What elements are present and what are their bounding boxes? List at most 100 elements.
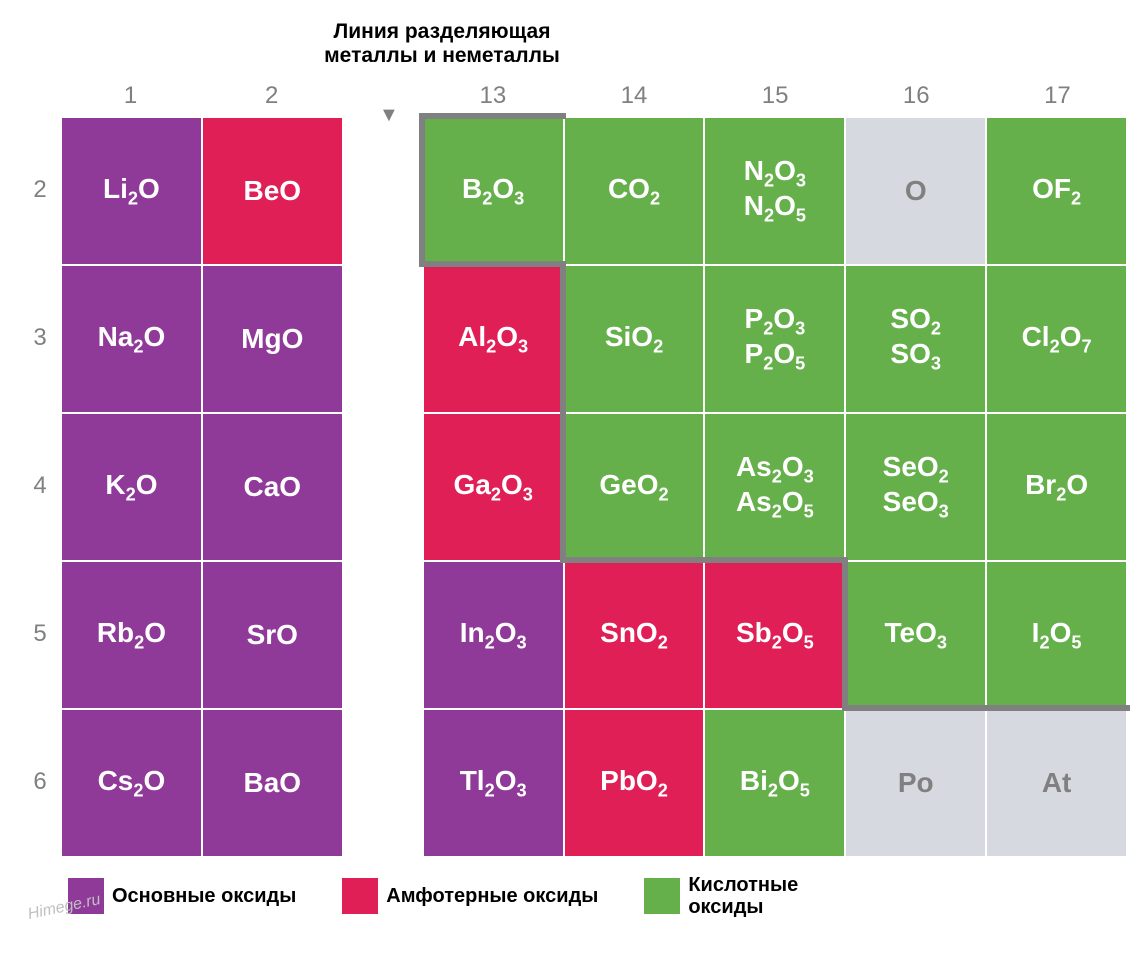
- col-17: 17: [987, 82, 1128, 110]
- stair-segment: [419, 261, 566, 267]
- oxide-cell: In2O3: [422, 560, 563, 708]
- formula: In2O3: [460, 618, 527, 653]
- oxide-cell: Bi2O5: [703, 708, 844, 856]
- row-label: 2: [20, 116, 60, 264]
- formula: I2O5: [1032, 618, 1082, 653]
- stair-segment: [842, 557, 848, 711]
- oxide-cell: N2O3N2O5: [703, 116, 844, 264]
- oxide-cell: Cs2O: [60, 708, 201, 856]
- oxide-cell: Li2O: [60, 116, 201, 264]
- formula: N2O5: [744, 191, 806, 226]
- oxide-cell: SnO2: [563, 560, 704, 708]
- formula: Bi2O5: [740, 766, 810, 801]
- table-row: 3Na2OMgOAl2O3SiO2P2O3P2O5SO2SO3Cl2O7: [20, 264, 1128, 412]
- row-label: 4: [20, 412, 60, 560]
- formula: SrO: [247, 620, 298, 651]
- oxide-cell: Na2O: [60, 264, 201, 412]
- formula: Cs2O: [98, 766, 166, 801]
- formula: As2O5: [736, 487, 814, 522]
- formula: BaO: [244, 768, 302, 799]
- oxide-cell: At: [985, 708, 1128, 856]
- oxide-cell: Po: [844, 708, 985, 856]
- grid: 1 2 13 14 15 16 17 2 Li2O BeO B2O3 CO2 N2O3N2…: [20, 20, 1128, 856]
- column-headers: 1 2 13 14 15 16 17: [20, 76, 1128, 116]
- formula: B2O3: [462, 174, 524, 209]
- formula: OF2: [1032, 174, 1081, 209]
- formula: Tl2O3: [460, 766, 527, 801]
- oxide-cell: GeO2: [563, 412, 704, 560]
- title-line-1: Линия разделяющая: [334, 20, 551, 43]
- stair-segment: [419, 113, 425, 267]
- stair-segment: [560, 261, 566, 563]
- legend-label-basic: Основные оксиды: [112, 885, 296, 908]
- oxide-cell: Rb2O: [60, 560, 201, 708]
- formula: SiO2: [605, 322, 663, 357]
- oxide-cell: K2O: [60, 412, 201, 560]
- oxide-cell: OF2: [985, 116, 1128, 264]
- formula: CO2: [608, 174, 660, 209]
- legend-label-amphoteric: Амфотерные оксиды: [386, 885, 598, 908]
- formula: SO3: [890, 339, 941, 374]
- oxide-cell: PbO2: [563, 708, 704, 856]
- oxide-cell: I2O5: [985, 560, 1128, 708]
- oxide-cell: O: [844, 116, 985, 264]
- col-16: 16: [846, 82, 987, 110]
- formula: SO2: [890, 304, 941, 339]
- table-row: 2 Li2O BeO B2O3 CO2 N2O3N2O5 O OF2: [20, 116, 1128, 264]
- formula: Rb2O: [97, 618, 166, 653]
- table-row: 4 K2O CaO Ga2O3 GeO2 As2O3As2O5 SeO2SeO3 Br2O: [20, 412, 1128, 560]
- formula: Ga2O3: [453, 470, 532, 505]
- formula: SeO2: [883, 452, 949, 487]
- oxide-cell: SiO2: [563, 264, 704, 412]
- formula: As2O3: [736, 452, 814, 487]
- legend-swatch-acidic: [644, 878, 680, 914]
- oxide-cell: Cl2O7: [985, 264, 1128, 412]
- oxide-cell: CaO: [201, 412, 342, 560]
- oxide-cell: TeO3: [844, 560, 985, 708]
- formula: Po: [898, 768, 934, 799]
- rows: 2 Li2O BeO B2O3 CO2 N2O3N2O5 O OF2 3 Na2O MgO Al2O3…: [20, 116, 1128, 856]
- stair-segment: [842, 705, 1130, 711]
- oxide-cell: CO2: [563, 116, 704, 264]
- table-row: 6Cs2OBaOTl2O3PbO2Bi2O5PoAt: [20, 708, 1128, 856]
- oxide-cell: Ga2O3: [422, 412, 563, 560]
- table-row: 5 Rb2O SrO In2O3 SnO2 Sb2O5 TeO3 I2O5: [20, 560, 1128, 708]
- oxide-cell: BaO: [201, 708, 342, 856]
- legend-swatch-amphoteric: [342, 878, 378, 914]
- formula: Br2O: [1025, 470, 1088, 505]
- col-14: 14: [563, 82, 704, 110]
- formula: TeO3: [884, 618, 947, 653]
- formula: GeO2: [599, 470, 668, 505]
- formula: Li2O: [103, 174, 160, 209]
- col-15: 15: [705, 82, 846, 110]
- formula: CaO: [244, 472, 302, 503]
- formula: Al2O3: [458, 322, 528, 357]
- oxide-cell: MgO: [201, 264, 342, 412]
- formula: SnO2: [600, 618, 668, 653]
- oxide-cell: SrO: [201, 560, 342, 708]
- col-2: 2: [201, 82, 342, 110]
- legend: Основные оксиды Амфотерные оксиды Кислот…: [20, 874, 1128, 918]
- oxide-cell: Tl2O3: [422, 708, 563, 856]
- oxide-cell: Br2O: [985, 412, 1128, 560]
- formula: O: [905, 176, 927, 207]
- col-13: 13: [422, 82, 563, 110]
- oxide-cell: Al2O3: [422, 264, 563, 412]
- formula: Cl2O7: [1022, 322, 1092, 357]
- oxide-cell: Sb2O5: [703, 560, 844, 708]
- formula: BeO: [244, 176, 302, 207]
- title-line-2: металлы и неметаллы: [324, 44, 560, 67]
- formula: K2O: [105, 470, 157, 505]
- oxide-cell: SO2SO3: [844, 264, 985, 412]
- oxide-cell: BeO: [201, 116, 342, 264]
- oxide-cell: P2O3P2O5: [703, 264, 844, 412]
- formula: MgO: [241, 324, 303, 355]
- formula: SeO3: [883, 487, 949, 522]
- oxide-table: Линия разделяющая металлы и неметаллы ▼ …: [20, 20, 1128, 918]
- formula: N2O3: [744, 156, 806, 191]
- row-label: 3: [20, 264, 60, 412]
- col-1: 1: [60, 82, 201, 110]
- formula: PbO2: [600, 766, 668, 801]
- row-label: 5: [20, 560, 60, 708]
- formula: Na2O: [98, 322, 166, 357]
